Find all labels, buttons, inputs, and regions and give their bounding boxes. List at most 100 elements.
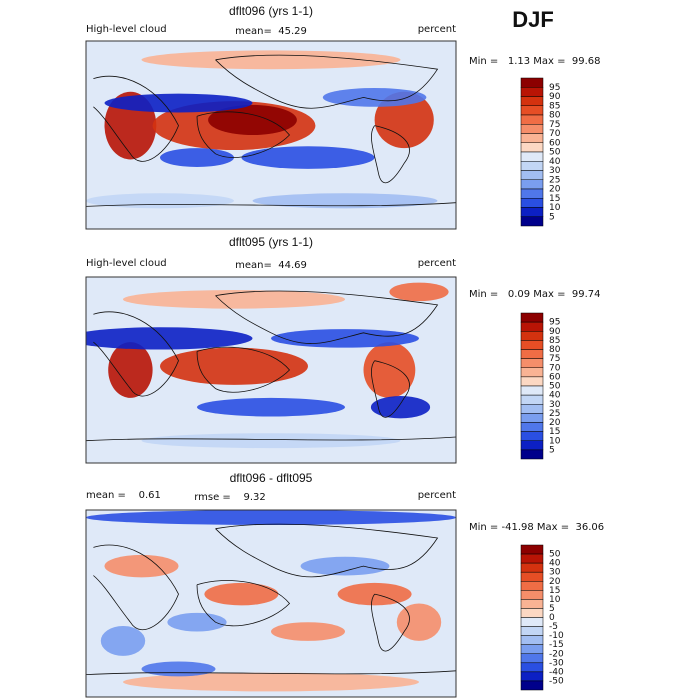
- field-blob: [197, 397, 345, 417]
- colorbar-swatch: [520, 422, 544, 432]
- colorbar-label: 50: [549, 382, 561, 392]
- colorbar-swatch: [520, 590, 544, 600]
- field-blob: [396, 603, 442, 641]
- coastline: [196, 580, 291, 627]
- colorbar-swatch: [520, 312, 544, 323]
- field-blob: [204, 582, 279, 606]
- coastline: [215, 290, 439, 344]
- colorbar-swatch: [520, 653, 544, 664]
- colorbar-swatch: [520, 404, 544, 414]
- colorbar-label: 40: [549, 157, 561, 167]
- coastline: [93, 311, 179, 397]
- field-blob: [322, 88, 427, 107]
- colorbar-label: -15: [549, 640, 564, 650]
- units-label: percent: [418, 490, 456, 501]
- colorbar-swatch: [520, 644, 544, 654]
- colorbar-swatch: [520, 449, 544, 460]
- colorbar-label: 5: [549, 604, 555, 614]
- colorbar-label: 60: [549, 372, 561, 382]
- field-blob: [208, 104, 297, 135]
- panel-title: dflt096 - dflt095: [230, 471, 313, 485]
- colorbar-swatch: [520, 571, 544, 582]
- colorbar-label: 10: [549, 203, 561, 213]
- field-blob: [86, 327, 253, 350]
- field-blob: [123, 290, 345, 309]
- colorbar-swatch: [520, 680, 544, 691]
- colorbar-swatch: [520, 349, 544, 359]
- coastline: [371, 593, 410, 652]
- colorbar-label: 30: [549, 400, 561, 410]
- coastline: [371, 360, 410, 418]
- colorbar-label: 50: [549, 148, 561, 158]
- field-blob: [108, 342, 153, 398]
- field-blob: [123, 672, 419, 692]
- colorbar-label: 20: [549, 577, 561, 587]
- colorbar-swatch: [520, 170, 544, 180]
- colorbar-label: 15: [549, 586, 560, 596]
- coastline: [196, 111, 291, 158]
- colorbar-label: 40: [549, 559, 561, 569]
- min-max: Min = 1.13 Max = 99.68: [469, 56, 601, 67]
- colorbar-label: 20: [549, 185, 561, 195]
- field-blob: [100, 625, 146, 656]
- colorbar-label: -30: [549, 658, 564, 668]
- colorbar-label: 80: [549, 111, 561, 121]
- colorbar-swatch: [520, 124, 544, 134]
- min-max: Min = -41.98 Max = 36.06: [469, 522, 604, 533]
- map-field: [86, 510, 456, 697]
- colorbar-label: 95: [549, 83, 560, 93]
- map-field: [86, 41, 456, 229]
- colorbar-swatch: [520, 376, 544, 387]
- coastline: [86, 670, 456, 675]
- field-blob: [271, 622, 345, 641]
- field-blob: [370, 396, 431, 419]
- field-blob: [167, 612, 227, 632]
- colorbar-swatch: [520, 358, 544, 368]
- colorbar-swatch: [520, 77, 544, 88]
- colorbar-label: 75: [549, 354, 560, 364]
- field-blob: [252, 193, 438, 209]
- colorbar-swatch: [520, 385, 544, 396]
- panel-title: dflt096 (yrs 1-1): [229, 4, 313, 18]
- colorbar-label: -50: [549, 676, 564, 686]
- colorbar-label: 0: [549, 613, 555, 623]
- colorbar-label: 50: [549, 550, 561, 560]
- colorbar-swatch: [520, 105, 544, 116]
- colorbar-label: 70: [549, 129, 561, 139]
- coastline: [215, 54, 439, 109]
- colorbar-swatch: [520, 114, 544, 125]
- field-blob: [104, 554, 179, 578]
- colorbar-swatch: [520, 96, 544, 106]
- center-label: rmse = 9.32: [194, 492, 266, 503]
- coastline: [196, 346, 291, 393]
- colorbar-label: 5: [549, 212, 555, 222]
- map-frame: [85, 509, 457, 698]
- colorbar-swatch: [520, 413, 544, 423]
- colorbar-label: 60: [549, 138, 561, 148]
- colorbar-swatch: [520, 553, 544, 564]
- colorbar-label: -40: [549, 667, 564, 677]
- field-blob: [363, 342, 416, 398]
- colorbar-label: 85: [549, 336, 560, 346]
- colorbar-label: 30: [549, 166, 561, 176]
- colorbar-swatch: [520, 188, 544, 199]
- season-label: DJF: [512, 7, 554, 32]
- field-blob: [160, 148, 234, 167]
- colorbar-label: 25: [549, 409, 560, 419]
- colorbar-swatch: [520, 617, 544, 627]
- map-field: [86, 277, 456, 463]
- colorbar-swatch: [520, 608, 544, 618]
- coastline: [93, 544, 179, 631]
- colorbar-label: 15: [549, 427, 560, 437]
- colorbar-label: 10: [549, 595, 561, 605]
- coastline: [86, 202, 456, 207]
- colorbar-label: 10: [549, 436, 561, 446]
- colorbar-swatch: [520, 161, 544, 171]
- coastline: [86, 436, 456, 442]
- colorbar-label: 95: [549, 318, 560, 328]
- min-max: Min = 0.09 Max = 99.74: [469, 289, 601, 300]
- colorbar-label: 20: [549, 418, 561, 428]
- colorbar-label: -5: [549, 622, 558, 632]
- panel-title: dflt095 (yrs 1-1): [229, 235, 313, 249]
